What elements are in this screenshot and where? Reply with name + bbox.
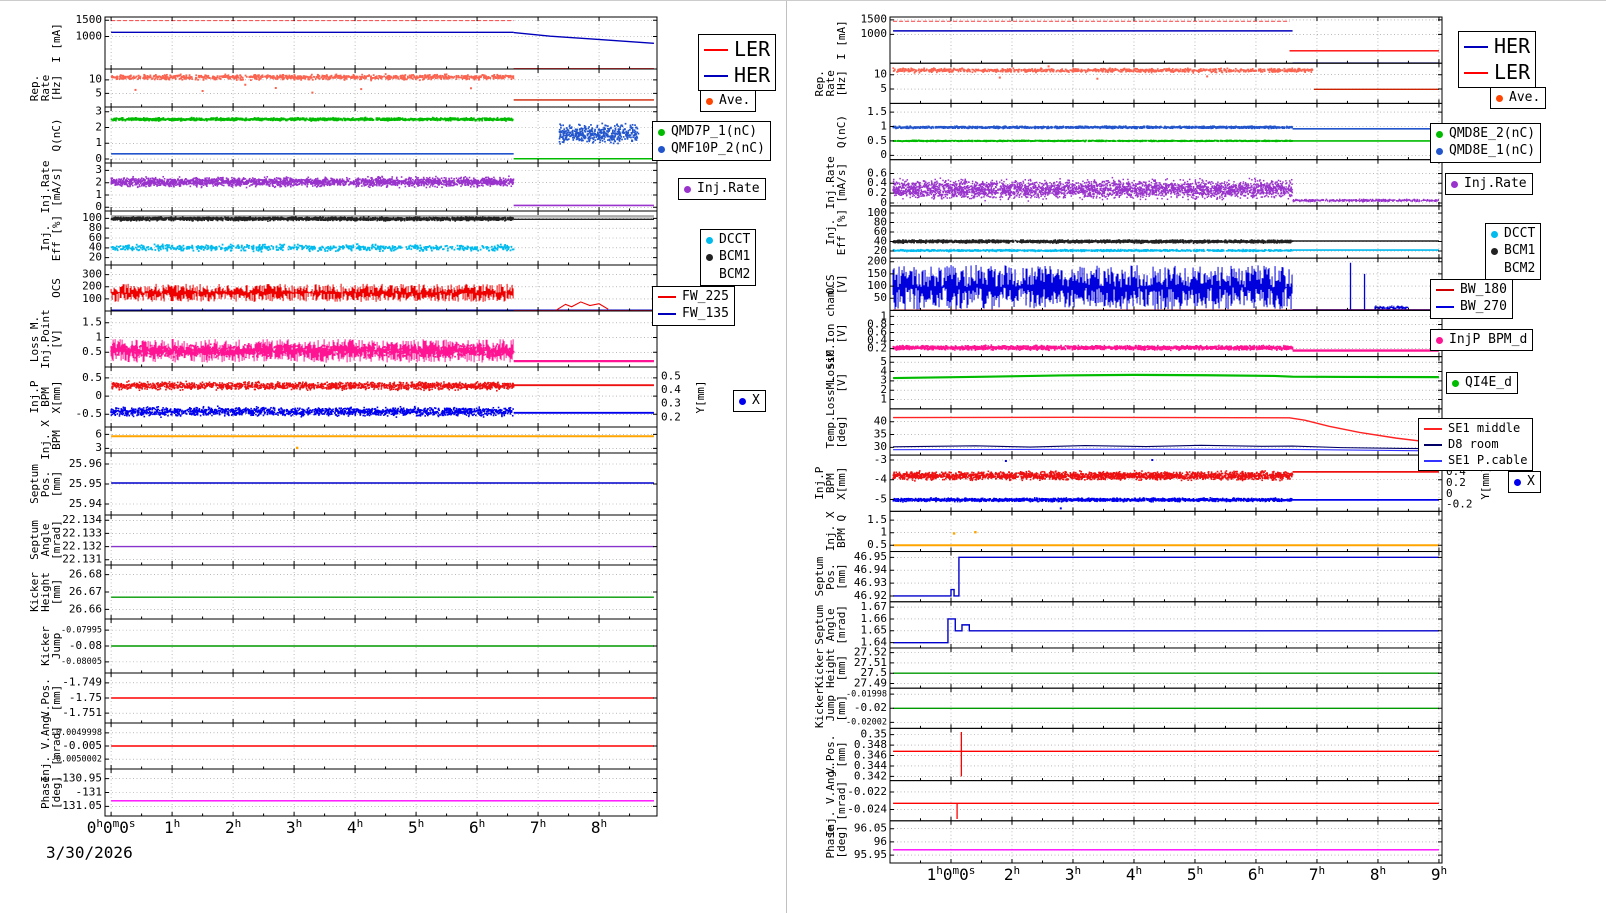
her-strip-chart-canvas [790,1,1606,913]
ler-strip-chart-canvas [0,1,786,913]
panel-her: HER LER Ave. QMD8E_2(nC) QMD8E_1(nC) Inj.Rate… [790,1,1606,913]
panel-ler: LER HER Ave. QMD7P_1(nC) QMF10P_2(nC) Inj.Rat… [0,1,786,913]
date-label: 3/30/2026 [46,843,133,862]
